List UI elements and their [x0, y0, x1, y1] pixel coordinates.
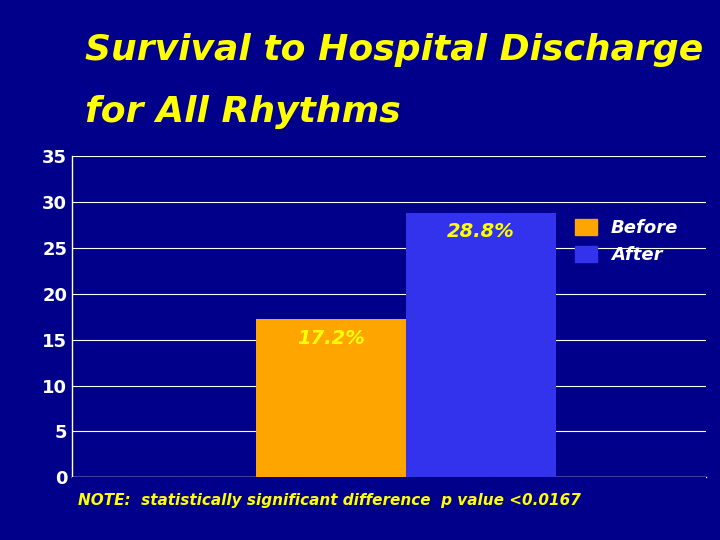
- Legend: Before, After: Before, After: [570, 213, 684, 269]
- Bar: [256, 320, 406, 477]
- Text: NOTE:  statistically significant difference  p value <0.0167: NOTE: statistically significant differen…: [78, 493, 581, 508]
- Text: for All Rhythms: for All Rhythms: [85, 95, 400, 129]
- Text: 17.2%: 17.2%: [297, 329, 365, 348]
- Text: Survival to Hospital Discharge: Survival to Hospital Discharge: [85, 32, 703, 66]
- Bar: [406, 213, 556, 477]
- Text: 28.8%: 28.8%: [447, 222, 515, 241]
- X-axis label: Survival: Survival: [341, 483, 436, 503]
